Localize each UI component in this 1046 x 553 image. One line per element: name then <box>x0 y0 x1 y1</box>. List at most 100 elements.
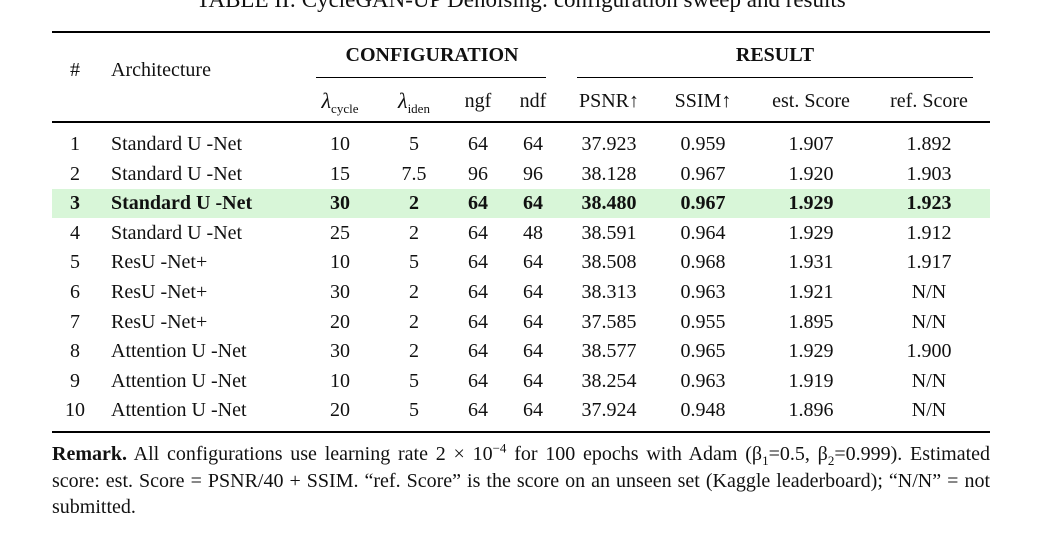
cell: 2 <box>409 221 419 244</box>
cell: 2 <box>409 340 419 363</box>
subscript: iden <box>407 101 430 116</box>
cell: 38.508 <box>581 251 637 274</box>
cell: 64 <box>468 340 488 363</box>
row-highlight <box>52 188 990 219</box>
remark-text: =0.999). Estimated score: est. Score = P… <box>52 443 991 518</box>
cell: 7 <box>70 310 80 333</box>
remark-text: Remark. <box>52 443 127 465</box>
cell: 15 <box>330 162 350 185</box>
column-header: ngf <box>464 90 492 112</box>
cell: 64 <box>468 369 488 392</box>
cell: 1 <box>70 133 80 155</box>
cell: 20 <box>330 399 350 422</box>
cell: Standard U -Net <box>111 162 243 185</box>
superscript: −4 <box>492 440 507 456</box>
cell: 38.254 <box>581 369 637 392</box>
cell: 38.128 <box>581 162 637 185</box>
cell: 1.896 <box>788 399 834 422</box>
symbol: λ <box>398 88 408 113</box>
cell: 1.892 <box>906 133 952 155</box>
cell: 1.895 <box>788 310 834 333</box>
symbol: λ <box>321 88 332 113</box>
cell: N/N <box>911 310 947 333</box>
cell: 0.963 <box>680 281 726 303</box>
cell: ResU -Net+ <box>111 310 208 333</box>
cell: 0.965 <box>680 340 726 363</box>
cell: 1.907 <box>788 133 834 155</box>
cell: 38.480 <box>581 192 637 215</box>
column-header: SSIM↑ <box>674 90 732 112</box>
column-header: est. Score <box>772 90 850 112</box>
caption: TABLE II: CycleGAN-UP Denoising: configu… <box>196 0 845 12</box>
subscript: 2 <box>827 453 835 468</box>
cell: 5 <box>409 399 419 422</box>
remark-text: for 100 epochs with Adam (β <box>506 443 763 465</box>
cell: 38.577 <box>581 340 637 363</box>
group-header: CONFIGURATION <box>345 44 519 66</box>
cell: Standard U -Net <box>111 221 243 244</box>
cell: ResU -Net+ <box>111 251 208 274</box>
cell: 64 <box>468 251 488 274</box>
cell: 9 <box>70 369 80 392</box>
cell: 38.313 <box>581 281 637 303</box>
subscript: cycle <box>331 101 359 116</box>
cell: 64 <box>468 133 488 155</box>
cell: 64 <box>523 192 543 215</box>
cell: 1.929 <box>788 340 834 363</box>
cell: 4 <box>70 221 80 244</box>
cell: 64 <box>468 310 488 333</box>
cell: 0.967 <box>680 192 726 215</box>
group-rule <box>316 77 546 78</box>
cell: 64 <box>523 340 543 363</box>
cell: 1.903 <box>906 162 952 185</box>
cell: 5 <box>409 133 419 155</box>
cell: 10 <box>330 133 350 155</box>
cell: 30 <box>330 281 350 303</box>
header: Architecture <box>111 59 211 81</box>
cell: 2 <box>409 192 419 215</box>
cell: Attention U -Net <box>111 369 247 392</box>
cell: 0.964 <box>680 221 726 244</box>
cell: 1.931 <box>788 251 834 274</box>
cell: 64 <box>523 369 543 392</box>
header: # <box>70 59 80 81</box>
cell: 10 <box>330 369 350 392</box>
cell: 37.924 <box>581 399 637 422</box>
cell: 64 <box>523 281 543 303</box>
cell: 30 <box>330 340 350 363</box>
cell: N/N <box>911 399 947 422</box>
cell: N/N <box>911 369 947 392</box>
cell: 96 <box>523 162 543 185</box>
cell: 2 <box>409 310 419 333</box>
cell: 1.929 <box>788 192 834 215</box>
cell: ResU -Net+ <box>111 281 208 303</box>
remark: Remark. All configurations use learning … <box>52 441 990 521</box>
column-header: PSNR↑ <box>578 90 640 112</box>
cell: 5 <box>70 251 80 274</box>
cell: 1.917 <box>906 251 952 274</box>
cell: 38.591 <box>581 221 637 244</box>
cell: 10 <box>330 251 350 274</box>
cell: 2 <box>70 162 80 185</box>
cell: Standard U -Net <box>111 192 253 215</box>
cell: 5 <box>409 251 419 274</box>
cell: 0.968 <box>680 251 726 274</box>
cell: 20 <box>330 310 350 333</box>
cell: 1.900 <box>906 340 952 363</box>
cell: 0.948 <box>680 399 726 422</box>
cell: 3 <box>70 192 80 215</box>
cell: N/N <box>911 281 947 303</box>
group-rule <box>577 77 973 78</box>
cell: 1.923 <box>906 192 952 215</box>
cell: 1.920 <box>788 162 834 185</box>
cell: 10 <box>65 399 85 422</box>
cell: 64 <box>468 192 488 215</box>
cell: 1.921 <box>788 281 834 303</box>
cell: Attention U -Net <box>111 340 247 363</box>
cell: 0.963 <box>680 369 726 392</box>
column-header: λiden <box>398 88 430 116</box>
cell: 0.959 <box>680 133 726 155</box>
cell: 1.929 <box>788 221 834 244</box>
remark-text: =0.5, β <box>768 443 828 465</box>
